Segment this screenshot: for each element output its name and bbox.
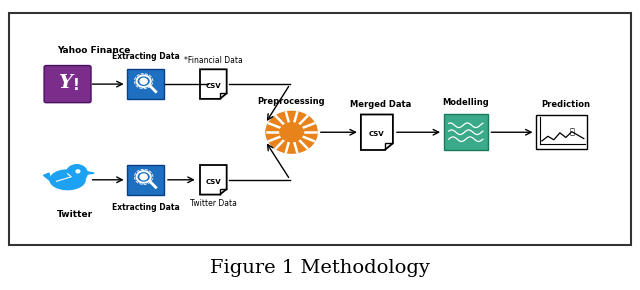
FancyBboxPatch shape — [44, 66, 91, 103]
Polygon shape — [85, 171, 94, 174]
Text: *Financial Data: *Financial Data — [184, 56, 243, 65]
PathPatch shape — [361, 115, 393, 150]
Text: Yahoo Finance: Yahoo Finance — [57, 46, 131, 55]
Text: Extracting Data: Extracting Data — [112, 52, 180, 61]
Text: !: ! — [74, 78, 80, 93]
Text: Twitter: Twitter — [57, 210, 93, 219]
Text: Twitter Data: Twitter Data — [190, 199, 237, 208]
Circle shape — [67, 165, 87, 182]
Circle shape — [266, 111, 317, 153]
PathPatch shape — [200, 165, 227, 195]
FancyBboxPatch shape — [8, 13, 632, 245]
Circle shape — [140, 174, 147, 180]
FancyBboxPatch shape — [536, 115, 588, 149]
FancyBboxPatch shape — [127, 165, 164, 195]
FancyBboxPatch shape — [127, 69, 164, 99]
Circle shape — [280, 123, 303, 142]
FancyBboxPatch shape — [444, 114, 488, 150]
Text: CSV: CSV — [369, 131, 385, 137]
Text: Y: Y — [58, 74, 72, 92]
Text: Modelling: Modelling — [442, 98, 489, 107]
Text: CSV: CSV — [205, 83, 221, 89]
Text: Figure 1 Methodology: Figure 1 Methodology — [210, 259, 430, 277]
Text: 🐂: 🐂 — [570, 128, 575, 137]
Text: Preprocessing: Preprocessing — [258, 97, 325, 106]
Text: Prediction: Prediction — [541, 100, 590, 109]
Text: Merged Data: Merged Data — [350, 100, 411, 109]
Text: Extracting Data: Extracting Data — [112, 203, 180, 212]
Polygon shape — [44, 173, 51, 181]
PathPatch shape — [200, 69, 227, 99]
Circle shape — [140, 78, 147, 84]
Ellipse shape — [50, 170, 85, 190]
Text: CSV: CSV — [205, 179, 221, 184]
Circle shape — [76, 170, 80, 173]
